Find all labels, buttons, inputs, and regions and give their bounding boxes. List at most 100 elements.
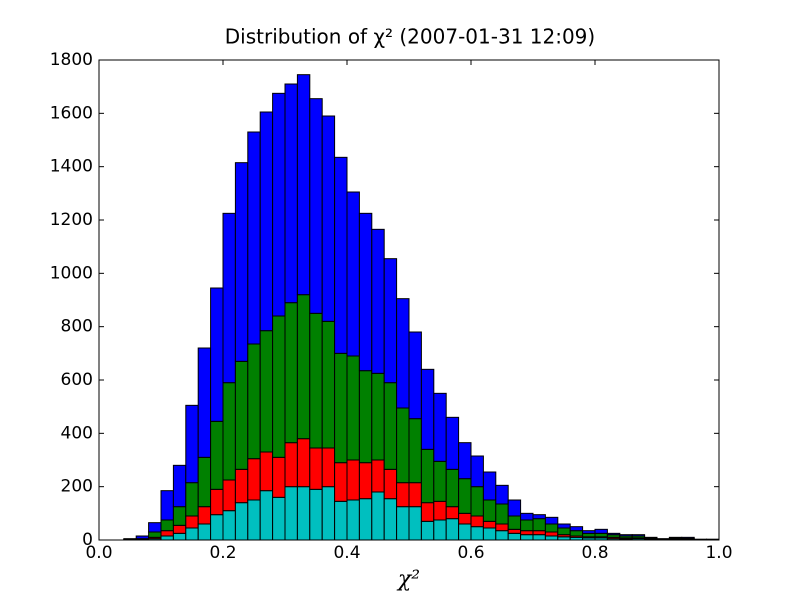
bar-segment [619,534,633,537]
bar-segment [160,519,174,532]
bar-segment [272,496,286,541]
y-tick-label: 1200 [50,210,93,230]
bar-segment [631,534,646,537]
bar-segment [544,531,559,537]
y-tick-label: 600 [61,370,93,390]
bar-segment [582,532,596,538]
bar-segment [396,298,410,409]
bar-segment [383,382,398,470]
bar-segment [358,370,373,464]
bar-segment [582,530,596,534]
bar-segment [458,442,472,480]
bar-segment [321,115,336,322]
bar-segment [606,532,621,536]
bar-segment [445,518,460,541]
bar-segment [259,330,274,453]
bar-segment [433,460,447,502]
bar-segment [433,519,447,541]
bar-segment [668,536,683,539]
bar-segment [408,331,422,420]
bar-segment [210,287,224,422]
bar-segment [495,503,509,525]
bar-segment [408,418,422,484]
y-tick-label: 200 [61,477,93,497]
bar-segment [520,519,534,532]
bar-segment [247,458,261,501]
bar-segment [210,420,224,490]
bar-segment [557,527,571,536]
bar-segment [346,191,360,357]
bar-segment [259,451,274,492]
bar-segment [334,156,348,354]
bar-segment [185,404,199,484]
bar-segment [420,502,435,522]
x-tick-label: 0.0 [85,543,112,563]
bar-segment [284,486,298,541]
bar-segment [445,416,460,470]
y-tick-label: 0 [82,530,93,550]
bar-segment [296,486,311,541]
bar-segment [234,162,249,362]
bar-segment [172,506,187,526]
bar-segment [172,464,187,508]
bar-segment [358,462,373,500]
bar-segment [470,515,484,528]
bar-segment [272,92,286,317]
plot-frame [98,59,720,541]
bar-segment [507,515,522,530]
bar-segment [557,523,571,529]
bar-segment [544,523,559,533]
bar-segment [420,448,435,504]
bar-segment [458,478,472,514]
bar-segment [222,510,236,541]
bar-segment [433,500,447,521]
bar-segment [309,488,323,541]
bar-segment [470,455,484,488]
bar-segment [495,530,509,541]
bar-segment [532,534,546,541]
bar-segment [160,490,174,521]
bar-segment [358,498,373,541]
bar-segment [272,456,286,498]
bar-segment [470,486,484,517]
bar-segment [197,523,212,541]
bar-segment [408,506,422,541]
bar-segment [470,526,484,541]
bar-segment [309,312,323,449]
bar-segment [482,499,497,522]
chart-title: Distribution of χ² (2007-01-31 12:09) [225,25,595,49]
x-tick-label: 1.0 [705,543,732,563]
bar-segment [148,531,162,538]
bar-segment [482,520,497,529]
bar-segment [148,522,162,533]
bar-segment [210,488,224,516]
bar-segment [507,499,522,517]
bar-segment [532,514,546,520]
bar-segment [396,482,410,508]
bar-segment [458,523,472,541]
x-tick-label: 0.8 [581,543,608,563]
x-tick-label: 0.2 [209,543,236,563]
bar-segment [296,294,311,440]
bar-segment [222,212,236,384]
bar-segment [160,530,174,537]
bar-segment [160,535,174,541]
bar-segment [544,535,559,541]
bar-segment [371,372,385,461]
bar-segment [185,515,199,529]
bar-segment [544,516,559,525]
bar-segment [172,532,187,541]
y-tick-label: 400 [61,423,93,443]
bar-segment [247,343,261,460]
bar-segment [532,530,546,536]
bar-segment [284,83,298,304]
bar-segment [309,447,323,490]
y-tick-label: 800 [61,317,93,337]
bar-segment [234,468,249,504]
bar-segment [408,482,422,508]
bar-segment [507,532,522,541]
bar-segment [334,500,348,541]
bar-segment [234,502,249,541]
